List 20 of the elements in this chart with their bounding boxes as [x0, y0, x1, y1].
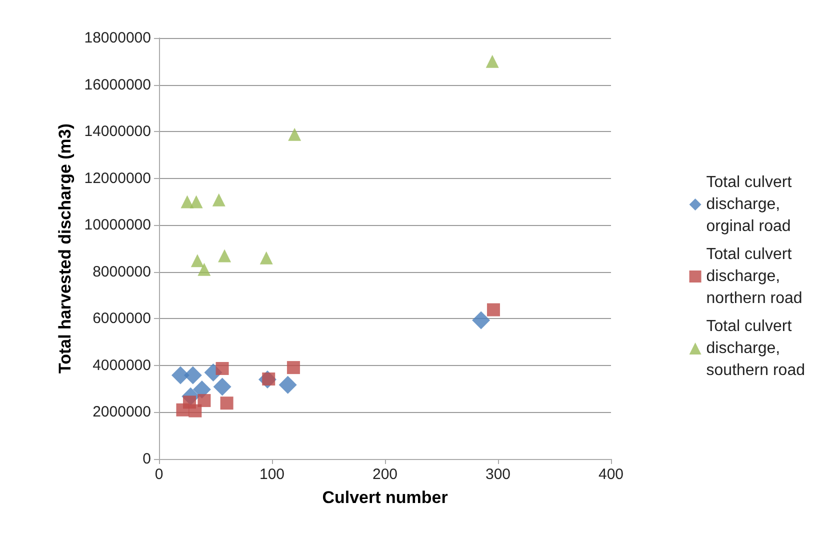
x-tick-label: 300 [485, 466, 511, 483]
legend-label: Total culvert discharge, northern road [706, 246, 802, 307]
y-tick-label: 8000000 [92, 263, 151, 280]
y-tick-label: 12000000 [84, 170, 151, 187]
y-tick-label: 4000000 [92, 356, 151, 374]
y-tick-label: 18000000 [84, 30, 151, 46]
y-tick-label: 2000000 [92, 404, 151, 421]
y-tick-label: 14000000 [84, 123, 151, 140]
x-tick-label: 400 [598, 466, 624, 483]
legend-label: Total culvert discharge, orginal road [706, 174, 792, 235]
y-tick-label: 0 [142, 450, 151, 468]
x-tick-label: 200 [372, 466, 398, 483]
y-tick-label: 6000000 [92, 310, 151, 328]
y-tick-label: 10000000 [84, 216, 151, 234]
x-axis-title: Culvert number [322, 488, 448, 507]
x-tick-label: 100 [259, 466, 285, 483]
y-tick-label: 16000000 [84, 76, 151, 94]
y-axis-title: Total harvested discharge (m3) [55, 123, 74, 374]
x-tick-label: 0 [154, 466, 164, 483]
legend-label: Total culvert discharge, southern road [706, 318, 805, 379]
